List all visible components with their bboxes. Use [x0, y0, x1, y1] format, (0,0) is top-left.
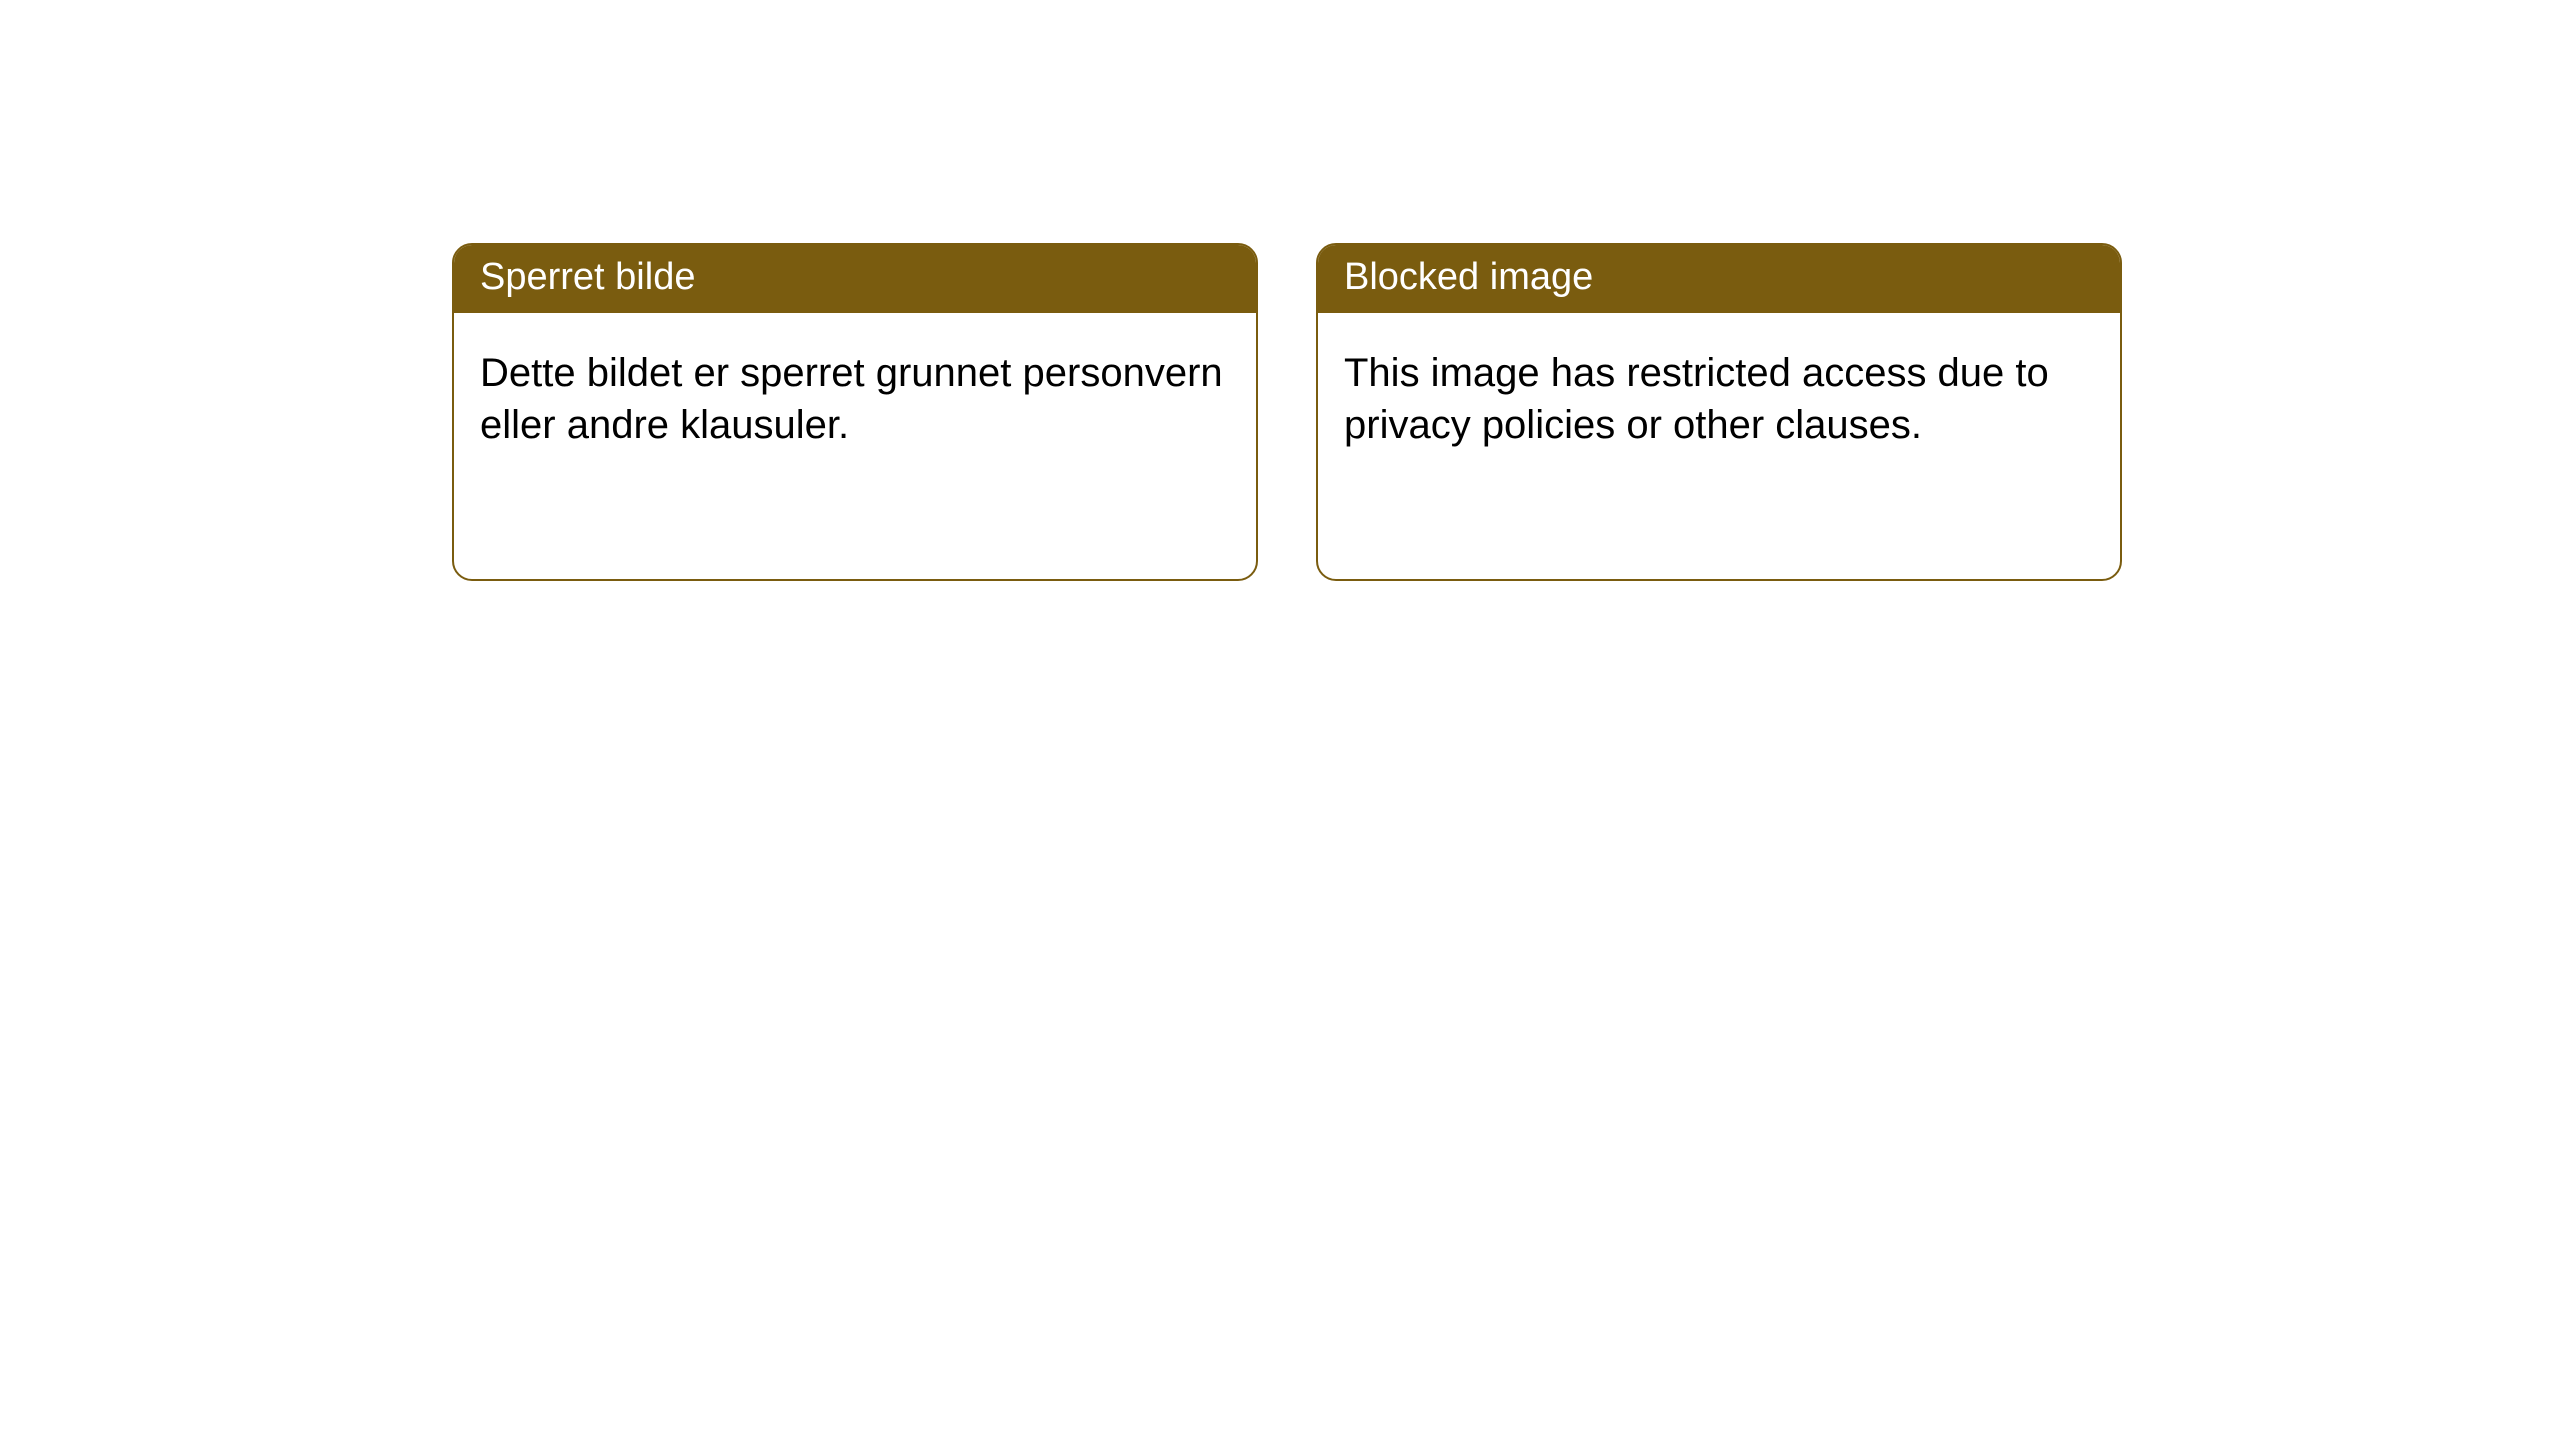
card-message: This image has restricted access due to … — [1344, 351, 2049, 447]
notice-cards-container: Sperret bilde Dette bildet er sperret gr… — [452, 243, 2122, 581]
notice-card-english: Blocked image This image has restricted … — [1316, 243, 2122, 581]
card-body-norwegian: Dette bildet er sperret grunnet personve… — [454, 313, 1256, 485]
card-header-norwegian: Sperret bilde — [454, 245, 1256, 313]
card-title: Blocked image — [1344, 256, 1593, 298]
card-body-english: This image has restricted access due to … — [1318, 313, 2120, 485]
card-message: Dette bildet er sperret grunnet personve… — [480, 351, 1223, 447]
card-header-english: Blocked image — [1318, 245, 2120, 313]
card-title: Sperret bilde — [480, 256, 695, 298]
notice-card-norwegian: Sperret bilde Dette bildet er sperret gr… — [452, 243, 1258, 581]
